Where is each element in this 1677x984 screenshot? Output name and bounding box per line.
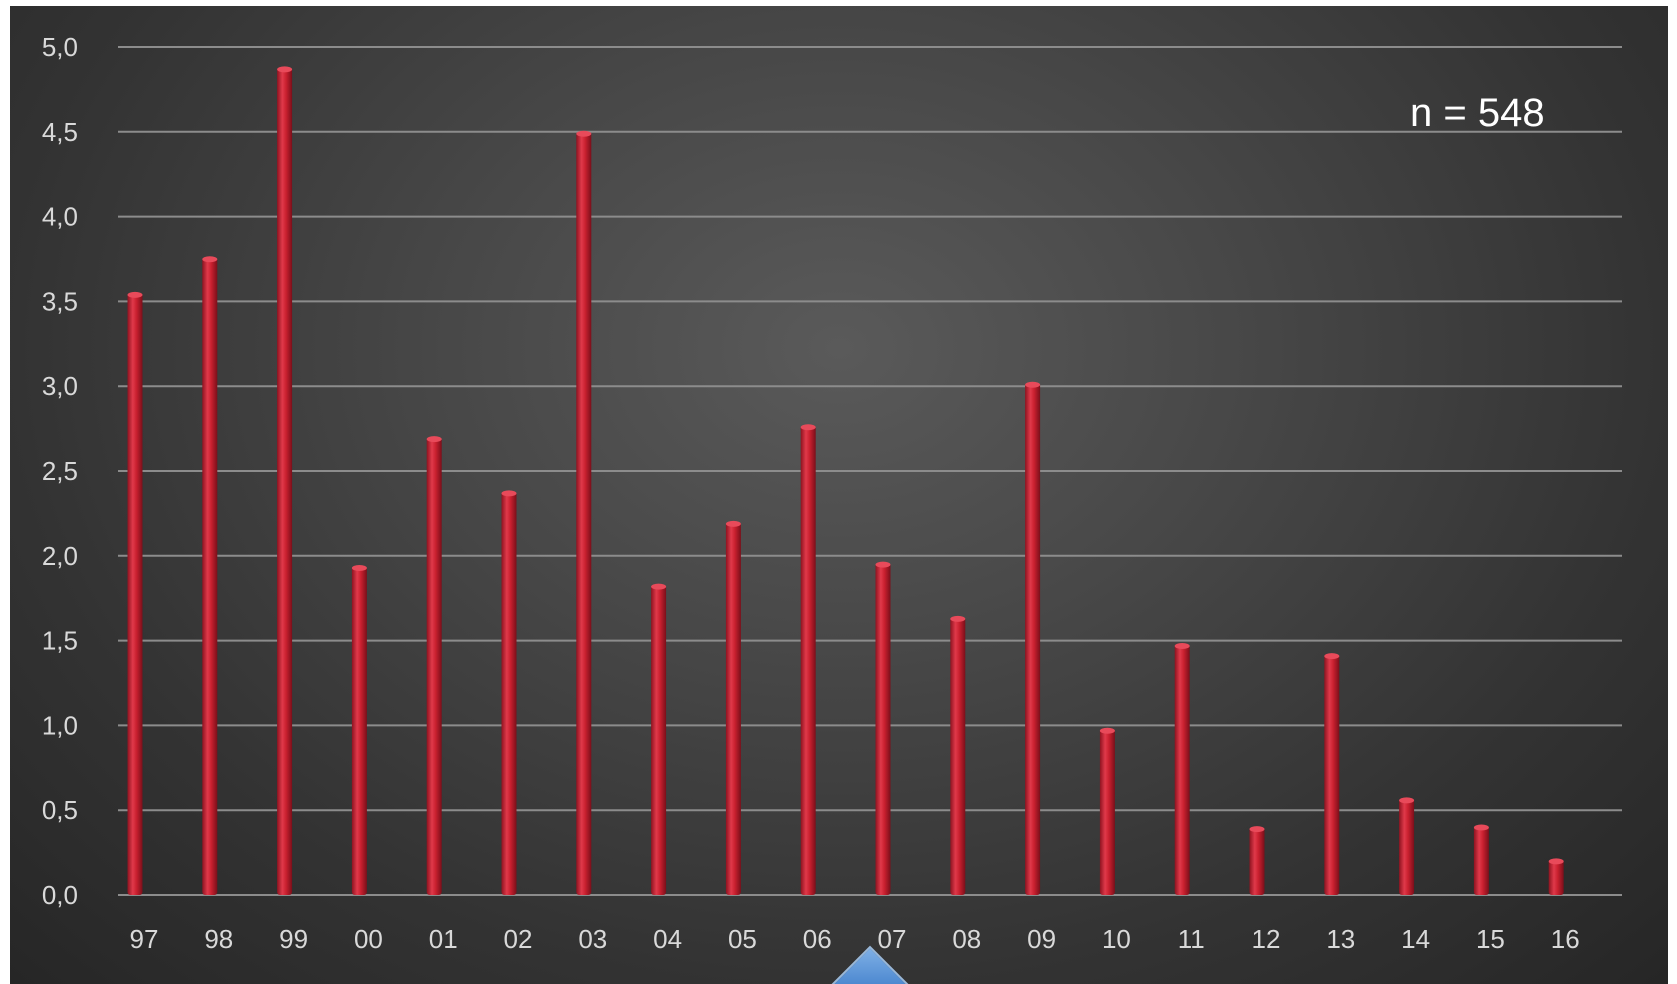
x-tick-label: 05 (728, 924, 757, 954)
bar-cap-14 (1399, 797, 1415, 804)
bar-10 (1099, 728, 1115, 895)
x-tick-label: 97 (130, 924, 159, 954)
x-tick-label: 11 (1178, 924, 1205, 954)
x-tick-label: 15 (1476, 924, 1505, 954)
x-tick-label: 00 (354, 924, 383, 954)
x-tick-label: 99 (279, 924, 308, 954)
bar-09 (1025, 382, 1041, 896)
x-tick-label: 10 (1102, 924, 1131, 954)
bar-cap-00 (351, 564, 367, 571)
bar-cap-10 (1099, 727, 1115, 734)
bar-cap-15 (1473, 824, 1489, 831)
x-tick-label: 98 (204, 924, 233, 954)
y-tick-label: 4,0 (42, 202, 78, 232)
bar-cap-12 (1249, 826, 1265, 833)
bar-11 (1174, 643, 1190, 895)
x-tick-label: 02 (504, 924, 533, 954)
bar-08 (950, 616, 966, 895)
x-tick-label: 03 (578, 924, 607, 954)
y-tick-label: 0,0 (42, 880, 78, 910)
y-tick-label: 1,0 (42, 710, 78, 740)
x-tick-label: 14 (1401, 924, 1430, 954)
x-tick-label: 09 (1027, 924, 1056, 954)
bar-cap-04 (651, 583, 667, 590)
x-tick-label: 16 (1551, 924, 1580, 954)
bar-07 (875, 562, 891, 895)
bar-15 (1473, 825, 1489, 895)
y-tick-label: 0,5 (42, 795, 78, 825)
bar-cap-97 (127, 291, 143, 298)
x-tick-label: 13 (1326, 924, 1355, 954)
bar-cap-13 (1324, 653, 1340, 660)
bar-12 (1249, 827, 1265, 895)
y-tick-label: 4,5 (42, 117, 78, 147)
bar-cap-03 (576, 130, 592, 137)
chart-area: 0,0 0,5 1,0 1,5 2,0 2,5 3,0 3,5 4,0 4,5 5,0 97 98 99… (10, 6, 1668, 984)
y-tick-label: 1,5 (42, 626, 78, 656)
x-tick-label: 08 (952, 924, 981, 954)
bar-04 (651, 584, 667, 895)
bar-cap-02 (501, 490, 517, 497)
x-tick-label: 06 (803, 924, 832, 954)
bar-98 (202, 257, 218, 895)
bar-cap-05 (725, 520, 741, 527)
y-tick-label: 3,0 (42, 371, 78, 401)
bar-13 (1324, 654, 1340, 895)
y-tick-label: 3,5 (42, 286, 78, 316)
bar-cap-16 (1548, 858, 1564, 865)
bar-05 (725, 521, 741, 895)
bar-03 (576, 131, 592, 896)
bar-00 (351, 565, 367, 895)
y-tick-label: 5,0 (42, 32, 78, 62)
bar-06 (800, 425, 816, 895)
y-tick-label: 2,5 (42, 456, 78, 486)
bar-cap-09 (1025, 381, 1041, 388)
y-tick-label: 2,0 (42, 541, 78, 571)
bar-16 (1548, 859, 1564, 895)
sample-size-annotation: n = 548 (1410, 91, 1545, 135)
bar-cap-07 (875, 561, 891, 568)
bar-99 (277, 67, 293, 896)
bar-cap-01 (426, 436, 442, 443)
bar-cap-06 (800, 424, 816, 431)
bar-97 (127, 292, 143, 895)
bar-chart: 0,0 0,5 1,0 1,5 2,0 2,5 3,0 3,5 4,0 4,5 5,0 97 98 99… (42, 32, 1622, 954)
x-tick-label: 12 (1252, 924, 1281, 954)
bar-cap-99 (277, 66, 293, 73)
x-tick-label: 01 (429, 924, 458, 954)
x-tick-label: 07 (878, 924, 907, 954)
bar-01 (426, 437, 442, 895)
bar-cap-08 (950, 615, 966, 622)
bar-cap-98 (202, 256, 218, 263)
bar-02 (501, 491, 517, 895)
bar-cap-11 (1174, 642, 1190, 649)
bar-14 (1399, 798, 1415, 895)
x-tick-label: 04 (653, 924, 682, 954)
